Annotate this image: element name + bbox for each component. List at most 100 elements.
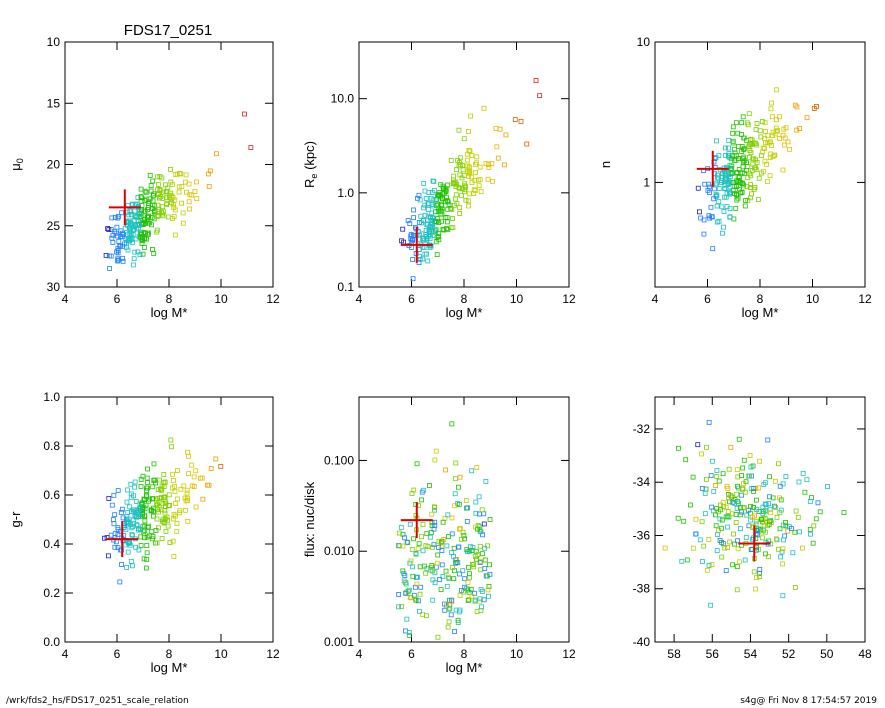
data-point (736, 559, 742, 565)
data-point (477, 560, 483, 565)
data-point (706, 563, 712, 568)
data-point (151, 191, 157, 197)
data-point (154, 174, 160, 180)
data-point (155, 182, 161, 187)
data-point (157, 477, 162, 483)
data-point (105, 226, 111, 231)
data-point (727, 539, 733, 545)
data-point (767, 474, 772, 480)
data-point (716, 218, 722, 224)
data-point (112, 544, 118, 550)
data-point (719, 554, 725, 560)
x-tick-label: 10 (214, 647, 228, 661)
data-point (242, 111, 247, 117)
data-point (758, 516, 764, 522)
data-point (471, 187, 477, 193)
x-tick-label: 10 (806, 292, 820, 306)
data-point (739, 190, 745, 195)
data-point (150, 178, 156, 184)
data-point (130, 532, 135, 538)
data-point (729, 171, 735, 177)
data-point (108, 253, 114, 259)
data-point (406, 632, 412, 638)
data-point (743, 167, 749, 173)
data-point (427, 236, 433, 242)
data-point (445, 227, 451, 233)
data-point (413, 550, 419, 556)
data-point (462, 187, 468, 193)
data-point (418, 213, 424, 219)
data-point (772, 503, 777, 509)
data-point (171, 554, 177, 559)
x-tick-label: 4 (62, 647, 69, 661)
data-point (753, 167, 759, 172)
data-point (163, 500, 169, 506)
data-point (144, 543, 150, 548)
data-point (708, 204, 714, 210)
data-point (125, 519, 131, 524)
data-point (778, 554, 784, 560)
x-tick-label: 6 (704, 292, 711, 306)
data-point (487, 517, 493, 522)
data-point (782, 142, 787, 148)
data-point (417, 564, 423, 570)
data-point (113, 230, 119, 236)
data-point (739, 486, 745, 492)
data-point (415, 545, 421, 551)
data-point (723, 568, 729, 574)
data-point (137, 506, 143, 512)
data-point (461, 533, 467, 539)
data-point (701, 543, 707, 549)
data-point (725, 509, 731, 514)
data-point (155, 496, 161, 501)
x-tick-label: 8 (461, 647, 468, 661)
x-tick-label: 4 (356, 292, 363, 306)
data-point (420, 548, 426, 554)
data-point (777, 483, 783, 489)
data-point (416, 192, 422, 198)
data-point (436, 538, 442, 544)
data-point (421, 218, 427, 224)
data-point (182, 495, 188, 501)
data-point (183, 498, 189, 504)
data-point (131, 218, 137, 223)
data-point (482, 566, 488, 571)
data-point (466, 171, 472, 177)
data-point (733, 157, 739, 163)
data-point (726, 514, 732, 520)
data-point (404, 539, 410, 545)
data-point (716, 478, 722, 484)
data-point (524, 141, 530, 147)
data-point (412, 584, 418, 590)
data-point (486, 162, 491, 168)
y-tick-label: 25 (47, 219, 61, 233)
data-point (742, 489, 748, 495)
data-point (466, 168, 472, 174)
data-point (428, 530, 434, 535)
data-point (765, 437, 771, 443)
data-point (117, 243, 123, 249)
data-point (139, 500, 145, 506)
data-point (138, 213, 144, 219)
data-point (142, 236, 148, 241)
data-point (442, 215, 448, 221)
data-point (732, 500, 738, 506)
data-point (785, 139, 791, 145)
data-point (431, 179, 437, 184)
data-point (446, 619, 452, 625)
y-tick-label: 30 (47, 280, 61, 294)
data-point (166, 492, 172, 498)
data-point (792, 529, 798, 535)
data-point (713, 483, 719, 488)
data-point (133, 499, 139, 504)
panel-re: 4 6 8 10 12 0.1 1.0 10.0 log M* Re (kpc) (302, 41, 576, 320)
data-point (695, 185, 701, 191)
data-point (133, 236, 139, 242)
data-point (706, 419, 712, 425)
data-point (457, 205, 463, 211)
data-point (185, 449, 191, 455)
data-point (127, 542, 133, 548)
data-point (143, 196, 149, 202)
data-point (170, 538, 176, 544)
data-point (160, 501, 166, 506)
